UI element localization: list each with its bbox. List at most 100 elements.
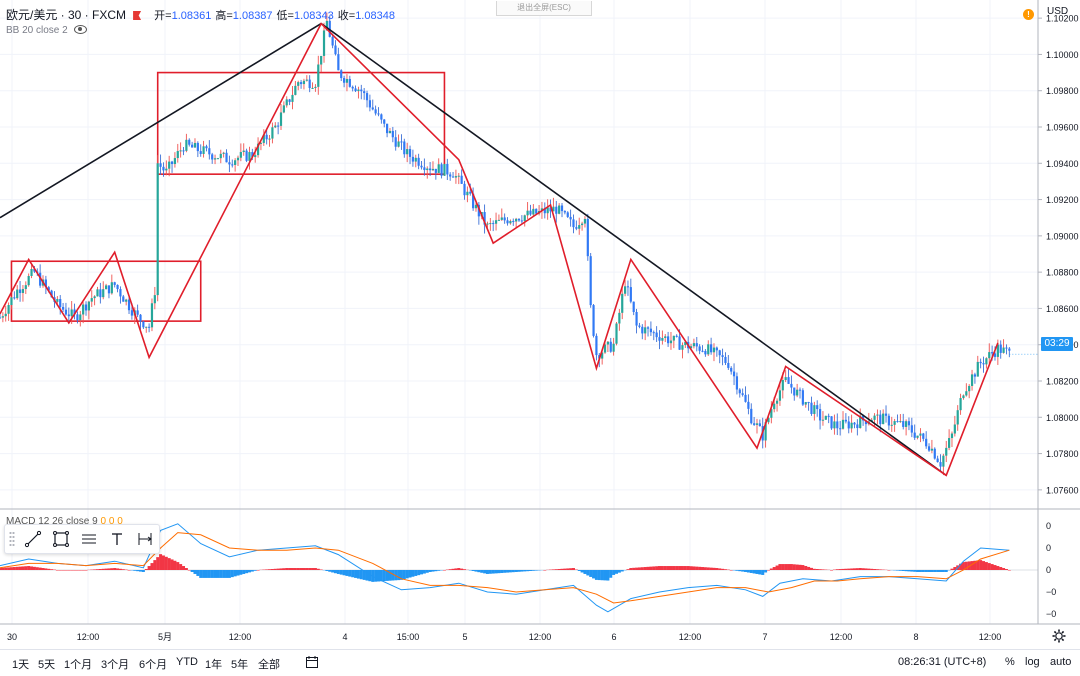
time-tick-label: 12:00 [830, 632, 853, 642]
black-trendline[interactable] [321, 24, 946, 476]
macd-histogram-bar [337, 570, 340, 574]
candle-body [28, 276, 30, 285]
macd-histogram-bar [925, 570, 928, 572]
time-tick-label: 12:00 [77, 632, 100, 642]
candle-body [19, 290, 21, 293]
auto-toggle[interactable]: auto [1050, 656, 1071, 668]
candle-body [191, 145, 193, 148]
candle-body [515, 219, 517, 222]
timeframe-button[interactable]: 3个月 [101, 656, 129, 672]
ohlc-key: 高= [215, 10, 232, 22]
macd-histogram-bar [503, 570, 506, 573]
timeframe-button[interactable]: 1个月 [64, 656, 92, 672]
candle-body [934, 449, 936, 459]
ohlc-value: 1.08343 [294, 10, 334, 22]
macd-histogram-bar [16, 567, 19, 570]
macd-histogram-bar [626, 569, 629, 570]
candle-body [575, 227, 577, 229]
candle-body [96, 289, 98, 296]
percent-toggle[interactable]: % [1005, 656, 1015, 668]
candle-body [980, 362, 982, 363]
candle-body [116, 285, 118, 289]
candle-body [882, 414, 884, 425]
exit-fullscreen-button[interactable]: 退出全屏(ESC) [496, 1, 592, 16]
trendline-tool-button[interactable] [19, 526, 47, 552]
timeframe-button[interactable]: 全部 [258, 656, 280, 672]
macd-histogram-bar [308, 568, 311, 570]
currency-label[interactable]: USD [1047, 6, 1068, 17]
timeframe-button[interactable]: 6个月 [139, 656, 167, 672]
ohlc-key: 收= [338, 10, 355, 22]
macd-histogram-bar [821, 569, 824, 570]
candles [0, 13, 1010, 476]
macd-histogram-bar [280, 568, 283, 570]
macd-histogram-bar [578, 570, 581, 571]
text-tool-button[interactable] [103, 526, 131, 552]
settings-gear-icon[interactable] [1052, 629, 1066, 643]
macd-histogram-bar [919, 570, 922, 572]
candle-body [779, 390, 781, 400]
candle-body [271, 127, 273, 138]
warning-icon[interactable]: ! [1023, 9, 1034, 20]
timeframe-button[interactable]: YTD [176, 656, 198, 668]
calendar-goto-icon[interactable] [305, 655, 319, 669]
red-rectangles[interactable] [11, 73, 444, 322]
candle-body [79, 314, 81, 320]
drag-handle-icon[interactable] [9, 531, 15, 547]
candle-body [225, 153, 227, 163]
macd-histogram-bar [830, 570, 833, 571]
measure-tool-button[interactable] [131, 526, 159, 552]
macd-histogram-bar [690, 566, 693, 570]
candle-body [5, 314, 7, 316]
candle-body [185, 140, 187, 151]
candle-body [438, 164, 440, 173]
indicator-label: BB 20 close 2 [6, 25, 68, 36]
macd-histogram-bar [632, 568, 635, 570]
candle-body [489, 223, 491, 224]
macd-histogram-bar [810, 568, 813, 570]
timeframe-button[interactable]: 1天 [12, 656, 29, 672]
candle-body [776, 401, 778, 404]
timeframe-button[interactable]: 5年 [231, 656, 248, 672]
rectangle-tool-button[interactable] [47, 526, 75, 552]
rectangle-icon [52, 530, 70, 548]
candle-body [62, 307, 64, 310]
candle-body [696, 343, 698, 346]
macd-histogram-bar [755, 570, 758, 574]
drawn-trendlines[interactable] [0, 24, 1038, 476]
flag-icon[interactable] [133, 11, 141, 20]
clock-timezone[interactable]: 08:26:31 (UTC+8) [898, 656, 986, 668]
candle-body [71, 309, 73, 316]
fib-tool-button[interactable] [75, 526, 103, 552]
macd-histogram-bar [509, 570, 512, 572]
candle-body [395, 137, 397, 147]
candle-body [162, 167, 164, 171]
log-toggle[interactable]: log [1025, 656, 1040, 668]
indicator-legend[interactable]: BB 20 close 2 [6, 25, 87, 36]
candle-body [825, 416, 827, 420]
candle-body [429, 169, 431, 171]
macd-histogram-bar [225, 570, 228, 578]
macd-histogram-bar [153, 560, 156, 570]
macd-histogram-bar [79, 570, 82, 571]
eye-icon[interactable] [74, 25, 87, 34]
symbol-title[interactable]: 欧元/美元 · 30 · FXCM [6, 8, 126, 22]
ohlc-value: 1.08361 [172, 10, 212, 22]
ohlc-value: 1.08387 [233, 10, 273, 22]
timeframe-button[interactable]: 1年 [205, 656, 222, 672]
macd-histogram-bar [773, 567, 776, 570]
macd-histogram-bar [787, 564, 790, 570]
candle-body [945, 448, 947, 456]
candle-body [377, 113, 379, 114]
candle-body [228, 162, 230, 164]
candle-body [567, 212, 569, 217]
timeframe-button[interactable]: 5天 [38, 656, 55, 672]
black-trendline[interactable] [0, 24, 321, 218]
macd-histogram-bar [641, 567, 644, 570]
macd-histogram-bar [844, 569, 847, 570]
macd-histogram-bar [454, 568, 457, 570]
macd-histogram-bar [205, 570, 208, 578]
macd-histogram-bar [383, 570, 386, 581]
red-zigzag[interactable] [0, 24, 998, 476]
